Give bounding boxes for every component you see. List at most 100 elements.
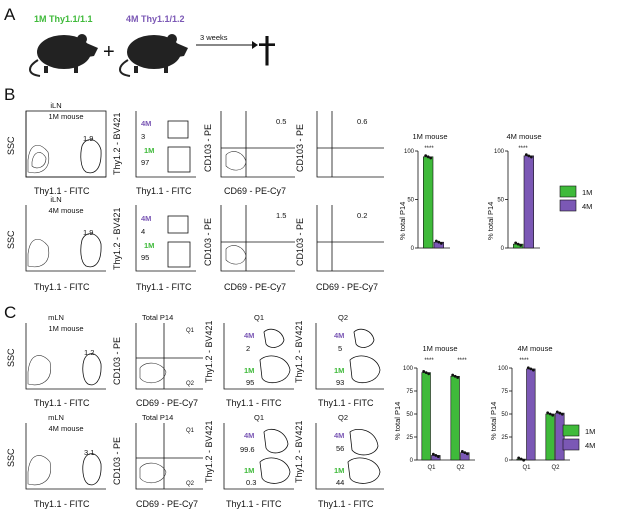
c1-p4-xlabel: Thy1.1 - FITC [318, 398, 374, 408]
c2-p2-xlabel: CD69 - PE-Cy7 [136, 499, 198, 509]
b-bar2-chart: 0 50 100 [494, 149, 540, 252]
c1-1m-label-b: 1M [334, 366, 344, 375]
c-bar1-point [451, 373, 455, 377]
b1-xlabel: Thy1.1 - FITC [34, 186, 90, 196]
c-bar1-chart: 0 25 50 75 100 Q1 Q2 [403, 366, 475, 471]
c1-4m-label-a: 4M [244, 331, 254, 340]
b-bar1-title: 1M mouse [412, 132, 447, 141]
mouse2-icon [119, 34, 188, 77]
c-bar2-point [531, 368, 535, 372]
c-bar1-point [436, 455, 440, 458]
b-bar1-tick-label: 100 [404, 149, 415, 155]
c2-p3-title: Q1 [254, 413, 264, 422]
c2-p4-title: Q2 [338, 413, 348, 422]
c1-gate-value: 1.2 [84, 348, 94, 357]
c-bar1-tick-label: 0 [410, 458, 414, 464]
arrow-label: 3 weeks [200, 33, 228, 42]
c-bar2-point [519, 457, 523, 461]
b-legend-swatch-1m [559, 185, 577, 198]
c2-qb: Q2 [186, 481, 195, 487]
c1-4m-label-b: 4M [334, 331, 344, 340]
c-bar2-point [555, 410, 559, 414]
c-row1: mLN 1M mouse 1.2 SSC Thy1.1 - FITC Total… [6, 313, 384, 408]
c-legend-1m: 1M [585, 427, 595, 436]
c1-tissue: mLN [48, 313, 64, 322]
c-bar1-point [460, 450, 464, 453]
b-legend-swatch-4m [559, 199, 577, 212]
c-bar1-sig1: **** [424, 358, 434, 364]
b-bar2-point [529, 155, 533, 159]
b-bar2-point [516, 242, 520, 246]
b-bar2-ylabel: % total P14 [486, 202, 495, 240]
c2-p4-xlabel: Thy1.1 - FITC [318, 499, 374, 509]
c1-p2-title: Total P14 [142, 313, 173, 322]
c-bar1-cat-label: Q1 [427, 465, 436, 471]
c2-qa: Q1 [186, 428, 195, 434]
c1-p2-ylabel: CD103 - PE [112, 337, 122, 385]
b2-q-value1: 1.5 [276, 211, 286, 220]
c-bar1-point [422, 370, 426, 373]
b1-4m-value: 3 [141, 132, 145, 141]
b2-4m-label: 4M [141, 214, 151, 223]
plus-sign: + [103, 41, 115, 63]
b1-ylabel: SSC [6, 136, 16, 155]
b1-p3-ylabel: CD103 - PE [203, 124, 213, 172]
c1-qa: Q1 [186, 328, 195, 334]
c-bar2-point [551, 413, 555, 417]
b-bar1-axes [417, 151, 450, 249]
c-bar2-tick-label: 50 [501, 412, 508, 418]
c-row2: mLN 4M mouse 3.1 SSC Thy1.1 - FITC Total… [6, 413, 384, 509]
b2-1m-value: 95 [141, 253, 149, 262]
c-bar2-chart: 0 25 50 75 100 Q1 Q2 [498, 366, 570, 471]
panel-label-a: A [4, 5, 16, 24]
c-legend-swatch-1m [562, 424, 580, 437]
b-bar2-tick-label: 100 [494, 149, 505, 155]
b-row1: iLN 1M mouse 1.9 SSC Thy1.1 - FITC 4M 3 … [6, 101, 384, 196]
c1-qb: Q2 [186, 381, 195, 387]
b-bar1-sig: **** [424, 146, 434, 152]
b-bar1-tick-label: 0 [411, 246, 415, 252]
c-bar2-sig1: **** [519, 358, 529, 364]
c1-mouse: 1M mouse [48, 324, 83, 333]
c-legend-swatch-4m [562, 438, 580, 451]
b-bar1-tick-label: 50 [407, 198, 414, 204]
b2-p3-xlabel: CD69 - PE-Cy7 [224, 282, 286, 292]
c2-p2-title: Total P14 [142, 413, 173, 422]
c2-4m-value-b: 56 [336, 444, 344, 453]
b2-p3-ylabel: CD103 - PE [203, 218, 213, 266]
c-bar1-ylabel: % total P14 [393, 402, 402, 440]
b2-tissue: iLN [50, 195, 61, 204]
c1-4m-value-b: 5 [338, 344, 342, 353]
b1-p3-xlabel: CD69 - PE-Cy7 [224, 186, 286, 196]
c2-1m-value-b: 44 [336, 478, 344, 487]
b-bar2-point [524, 153, 528, 157]
c-bar2-tick-label: 25 [501, 435, 508, 441]
c-bar2-point [522, 458, 526, 462]
c-bar2-tick-label: 75 [501, 389, 508, 395]
c-bar2-ylabel: % total P14 [489, 402, 498, 440]
c-bar2-point [529, 367, 533, 371]
c1-p3-title: Q1 [254, 313, 264, 322]
b-bar1-point [429, 156, 433, 160]
panel-label-c: C [4, 303, 16, 322]
b2-p2-xlabel: Thy1.1 - FITC [136, 282, 192, 292]
c1-p4-ylabel: Thy1.2 - BV421 [294, 320, 304, 383]
c-bar1-bar-1m [421, 372, 431, 461]
c-bar2-point [548, 412, 552, 416]
c2-p3-xlabel: Thy1.1 - FITC [226, 499, 282, 509]
b2-4m-value: 4 [141, 227, 145, 236]
c2-p3-ylabel: Thy1.2 - BV421 [204, 420, 214, 483]
c-bar1-point [456, 376, 460, 379]
c1-xlabel: Thy1.1 - FITC [34, 398, 90, 408]
b-bar1-point [434, 239, 438, 243]
b1-tissue: iLN [50, 101, 61, 110]
c-bar1-tick-label: 75 [406, 389, 413, 395]
b2-xlabel: Thy1.1 - FITC [34, 282, 90, 292]
b2-gate-value: 1.9 [83, 228, 93, 237]
b-row2: iLN 4M mouse 1.9 SSC Thy1.1 - FITC 4M 4 … [6, 195, 384, 292]
b2-p2-ylabel: Thy1.2 - BV421 [112, 207, 122, 270]
c-bar2-bar-1m [545, 413, 555, 461]
b1-q-value2: 0.6 [357, 117, 367, 126]
b2-1m-label: 1M [144, 241, 154, 250]
panel-label-b: B [4, 85, 15, 104]
